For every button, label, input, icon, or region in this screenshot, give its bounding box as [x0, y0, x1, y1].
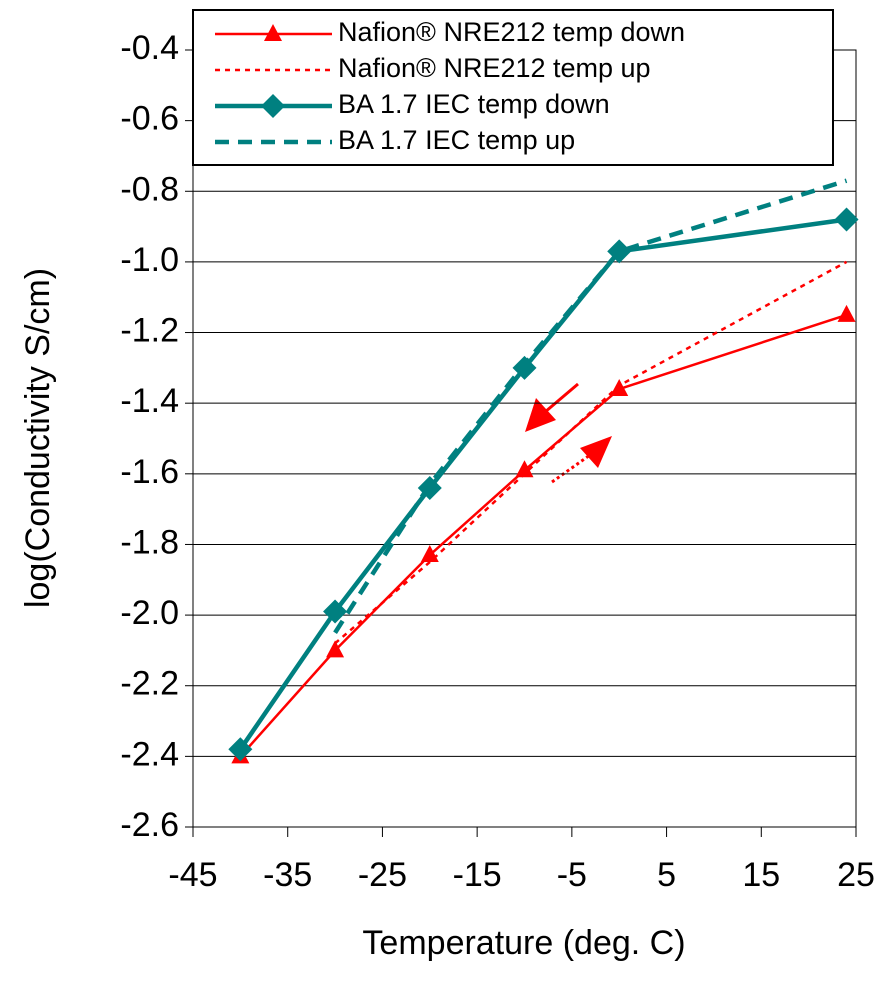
y-tick-label: -1.2: [120, 312, 179, 350]
data-point: [837, 304, 856, 322]
y-tick-label: -0.6: [120, 100, 179, 138]
data-point: [515, 460, 534, 478]
series-line: [333, 178, 848, 634]
y-tick-label: -1.0: [120, 241, 179, 279]
x-axis-title: Temperature (deg. C): [362, 924, 685, 962]
legend-label: BA 1.7 IEC temp up: [338, 125, 575, 155]
data-point: [323, 599, 348, 624]
y-tick-label: -2.6: [120, 806, 179, 844]
x-tick-label: -35: [263, 856, 312, 894]
y-tick-label: -1.8: [120, 523, 179, 561]
y-tick-label: -2.0: [120, 594, 179, 632]
data-point: [610, 379, 629, 397]
y-tick-label: -2.4: [120, 735, 179, 773]
y-tick-label: -0.4: [120, 29, 179, 67]
data-point: [326, 640, 345, 658]
data-point: [228, 737, 253, 762]
legend-label: Nafion® NRE212 temp down: [338, 17, 685, 47]
x-tick-label: -5: [557, 856, 587, 894]
series-line: [239, 313, 847, 758]
series-line: [334, 260, 848, 645]
x-tick-label: -15: [453, 856, 502, 894]
y-tick-label: -1.4: [120, 382, 179, 420]
legend: Nafion® NRE212 temp down Nafion® NRE212 t…: [192, 9, 834, 166]
y-tick-label: -1.6: [120, 453, 179, 491]
legend-box: [192, 9, 834, 166]
legend-label: BA 1.7 IEC temp down: [338, 89, 610, 119]
data-point: [834, 207, 859, 232]
x-tick-label: 25: [837, 856, 875, 894]
x-tick-label: 5: [657, 856, 676, 894]
data-point: [420, 545, 439, 563]
series-line: [238, 217, 847, 751]
y-axis-title: log(Conductivity S/cm): [19, 268, 57, 608]
legend-marker: [264, 24, 282, 41]
plot-frame: [192, 49, 857, 828]
y-tick-label: -2.2: [120, 665, 179, 703]
y-tick-label: -0.8: [120, 170, 179, 208]
legend-label: Nafion® NRE212 temp up: [338, 53, 651, 83]
x-tick-label: -45: [168, 856, 217, 894]
legend-marker: [261, 94, 285, 118]
x-tick-label: -25: [358, 856, 407, 894]
x-tick-label: 15: [742, 856, 780, 894]
annotation-arrows: [525, 382, 612, 484]
